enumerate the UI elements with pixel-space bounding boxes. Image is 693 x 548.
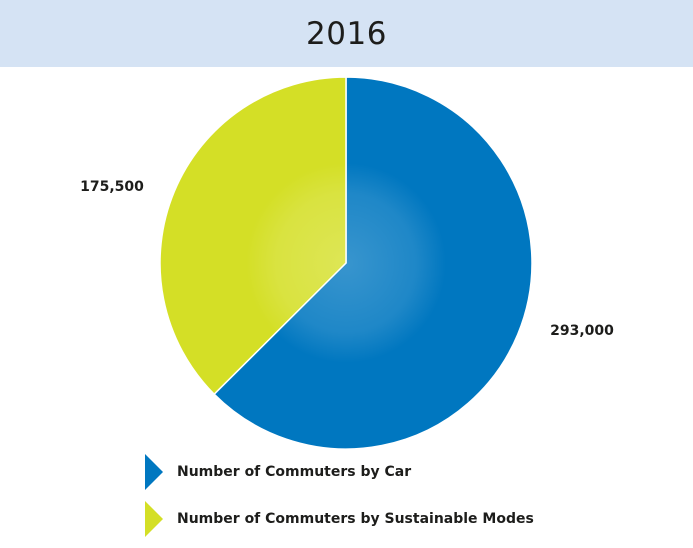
legend-marker-sustainable-icon (145, 501, 163, 537)
legend-item-car: Number of Commuters by Car (145, 454, 534, 490)
data-label-car: 293,000 (550, 323, 614, 339)
legend-marker-car-icon (145, 454, 163, 490)
legend-item-sustainable: Number of Commuters by Sustainable Modes (145, 501, 534, 537)
pie-chart: 293,000 175,500 (80, 76, 614, 450)
legend-label-car: Number of Commuters by Car (177, 464, 412, 480)
chart-title: 2016 (306, 15, 387, 52)
legend: Number of Commuters by Car Number of Com… (145, 454, 534, 548)
legend-label-sustainable: Number of Commuters by Sustainable Modes (177, 511, 534, 527)
center-highlight (246, 163, 446, 363)
data-label-sustainable: 175,500 (80, 179, 144, 195)
chart-header: 2016 (0, 0, 693, 67)
